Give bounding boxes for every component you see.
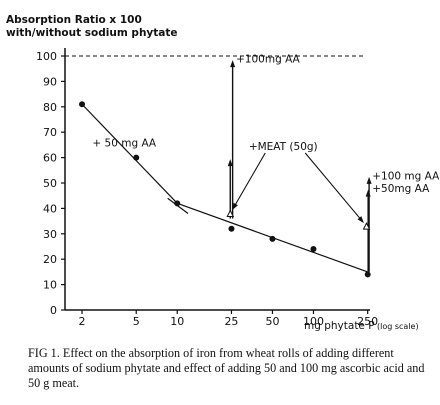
- meat-callout-arrowhead: [232, 202, 238, 211]
- y-tick-label: 60: [43, 152, 57, 165]
- arrow-head: [365, 189, 371, 197]
- y-tick-label: 0: [50, 304, 57, 317]
- arrow-label: +100mg AA: [236, 54, 301, 66]
- x-tick-label: 50: [265, 315, 279, 328]
- meat-label: +MEAT (50g): [249, 141, 318, 153]
- arrow-head: [366, 176, 372, 184]
- data-point: [310, 246, 317, 253]
- arrow-label: +100 mg AA: [372, 170, 440, 182]
- meat-point: [226, 209, 235, 217]
- y-tick-label: 20: [43, 253, 57, 266]
- x-tick-label: 2: [79, 315, 86, 328]
- x-tick-label: 250: [357, 315, 378, 328]
- fit-line: [81, 103, 178, 204]
- y-tick-label: 70: [43, 126, 57, 139]
- arrow-head: [230, 60, 236, 68]
- data-point: [133, 154, 140, 161]
- y-tick-label: 50: [43, 177, 57, 190]
- arrow-label: +50mg AA: [372, 183, 430, 195]
- y-axis-label-line2: with/without sodium phytate: [6, 27, 178, 39]
- arrow-head: [227, 159, 233, 167]
- chart: Absorption Ratio x 100 with/without sodi…: [6, 14, 440, 332]
- y-tick-label: 40: [43, 202, 57, 215]
- x-tick-label: 10: [170, 315, 184, 328]
- y-tick-label: 30: [43, 228, 57, 241]
- y-tick-label: 100: [36, 50, 57, 63]
- x-axis-label-note: (log scale): [377, 322, 419, 331]
- meat-callout-line: [304, 152, 364, 222]
- x-tick-label: 25: [224, 315, 238, 328]
- arrow-label: + 50 mg AA: [92, 137, 157, 149]
- y-tick-label: 10: [43, 279, 57, 292]
- y-tick-label: 80: [43, 101, 57, 114]
- meat-point: [362, 222, 371, 230]
- data-point: [79, 101, 86, 108]
- x-axis-label: mg phytate P: [304, 320, 375, 332]
- data-point: [174, 200, 181, 207]
- figure-caption: FIG 1. Effect on the absorption of iron …: [28, 346, 425, 390]
- data-point: [228, 225, 235, 232]
- x-tick-label: 5: [133, 315, 140, 328]
- meat-callout-arrowhead: [357, 216, 364, 224]
- data-point: [364, 271, 371, 278]
- y-axis-label-line1: Absorption Ratio x 100: [6, 14, 142, 26]
- y-tick-label: 90: [43, 75, 57, 88]
- x-tick-label: 100: [303, 315, 324, 328]
- meat-callout-line: [232, 152, 266, 209]
- data-point: [269, 235, 276, 242]
